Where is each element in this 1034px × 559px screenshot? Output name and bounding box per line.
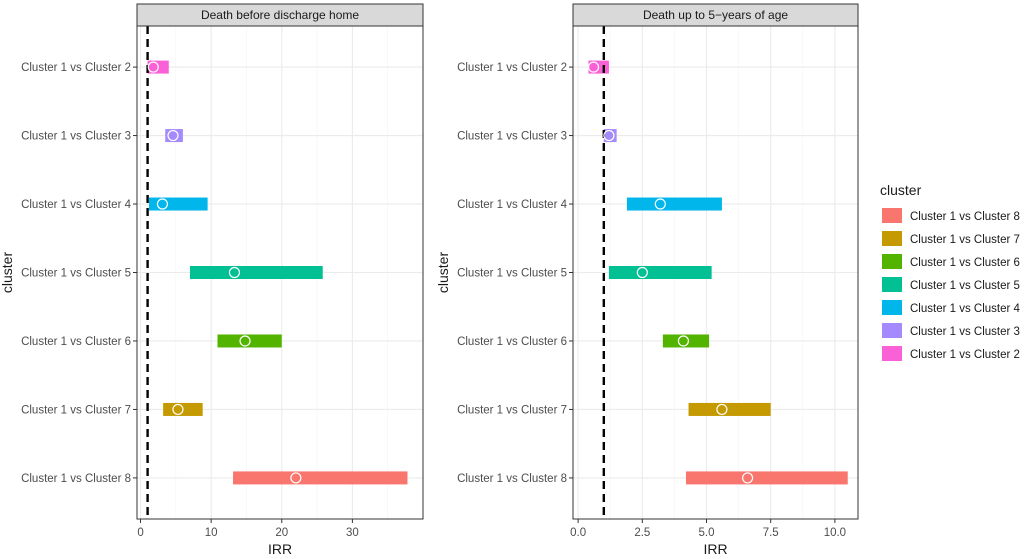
x-axis-title: IRR — [703, 541, 727, 557]
x-tick-label: 7.5 — [763, 527, 779, 539]
estimate-point-5 — [677, 335, 690, 347]
estimate-point-7 — [741, 472, 754, 484]
y-tick-label: Cluster 1 vs Cluster 2 — [457, 62, 567, 74]
y-tick-label: Cluster 1 vs Cluster 5 — [21, 268, 131, 280]
y-tick-label: Cluster 1 vs Cluster 5 — [457, 268, 567, 280]
legend-label: Cluster 1 vs Cluster 2 — [910, 349, 1020, 361]
estimate-point-6 — [172, 403, 184, 416]
y-axis-title: cluster — [0, 252, 15, 294]
legend-label: Cluster 1 vs Cluster 7 — [910, 234, 1020, 246]
x-tick-label: 10 — [205, 527, 218, 539]
facet-panel-2: Death up to 5−years of age Cluster 1 vs C… — [435, 3, 859, 557]
interval-bar-4 — [608, 266, 712, 279]
legend-label: Cluster 1 vs Cluster 3 — [910, 326, 1020, 338]
estimate-point-4 — [228, 266, 241, 279]
estimate-point-1 — [147, 61, 159, 73]
x-tick-label: 20 — [275, 527, 288, 539]
interval-bar-3 — [626, 197, 722, 211]
estimate-point-4 — [636, 266, 648, 279]
interval-bar-6 — [688, 402, 771, 416]
x-axis-title: IRR — [268, 541, 292, 557]
y-tick-label: Cluster 1 vs Cluster 6 — [457, 336, 567, 348]
legend-key-5 — [882, 300, 902, 315]
facet-panels: Death before discharge home Cluster 1 vs … — [0, 3, 859, 557]
x-tick-label: 5.0 — [699, 527, 715, 539]
estimate-point-7 — [290, 472, 302, 484]
facet-panel-1: Death before discharge home Cluster 1 vs … — [0, 3, 424, 557]
legend: cluster Cluster 1 vs Cluster 8 Cluster 1 v… — [880, 182, 1021, 361]
legend-key-7 — [882, 346, 902, 361]
y-tick-label: Cluster 1 vs Cluster 8 — [21, 473, 131, 485]
y-tick-label: Cluster 1 vs Cluster 3 — [457, 131, 567, 143]
legend-key-2 — [882, 231, 902, 246]
interval-bar-7 — [685, 471, 848, 485]
facet-title: Death up to 5−years of age — [643, 8, 788, 22]
interval-bar-7 — [233, 471, 408, 485]
interval-bar-3 — [149, 197, 208, 211]
legend-label: Cluster 1 vs Cluster 5 — [910, 280, 1020, 292]
interval-bar-4 — [189, 266, 323, 279]
interval-bar-5 — [662, 334, 710, 348]
x-tick-label: 0 — [137, 527, 143, 539]
y-tick-label: Cluster 1 vs Cluster 7 — [21, 404, 131, 416]
legend-key-4 — [882, 277, 902, 292]
y-tick-label: Cluster 1 vs Cluster 6 — [21, 336, 131, 348]
y-tick-label: Cluster 1 vs Cluster 4 — [457, 199, 568, 211]
legend-label: Cluster 1 vs Cluster 8 — [910, 211, 1020, 223]
x-tick-label: 10.0 — [824, 527, 846, 539]
facet-title: Death before discharge home — [201, 8, 359, 22]
legend-key-1 — [882, 208, 902, 223]
legend-key-3 — [882, 254, 902, 269]
estimate-point-2 — [167, 129, 179, 142]
y-axis-title: cluster — [435, 252, 451, 294]
estimate-point-3 — [654, 198, 666, 210]
estimate-point-5 — [239, 335, 251, 347]
legend-key-6 — [882, 323, 902, 338]
estimate-point-3 — [156, 198, 169, 210]
y-tick-label: Cluster 1 vs Cluster 7 — [457, 404, 567, 416]
x-tick-label: 2.5 — [634, 527, 650, 539]
estimate-point-2 — [603, 129, 615, 142]
estimate-point-6 — [716, 403, 728, 416]
estimate-point-1 — [587, 61, 600, 73]
legend-label: Cluster 1 vs Cluster 6 — [910, 257, 1020, 269]
x-tick-label: 0.0 — [570, 527, 586, 539]
legend-title: cluster — [880, 182, 922, 198]
y-tick-label: Cluster 1 vs Cluster 8 — [457, 473, 567, 485]
x-tick-label: 30 — [346, 527, 359, 539]
y-tick-label: Cluster 1 vs Cluster 4 — [21, 199, 132, 211]
y-tick-label: Cluster 1 vs Cluster 2 — [21, 62, 131, 74]
y-tick-label: Cluster 1 vs Cluster 3 — [21, 131, 131, 143]
legend-label: Cluster 1 vs Cluster 4 — [910, 303, 1021, 315]
